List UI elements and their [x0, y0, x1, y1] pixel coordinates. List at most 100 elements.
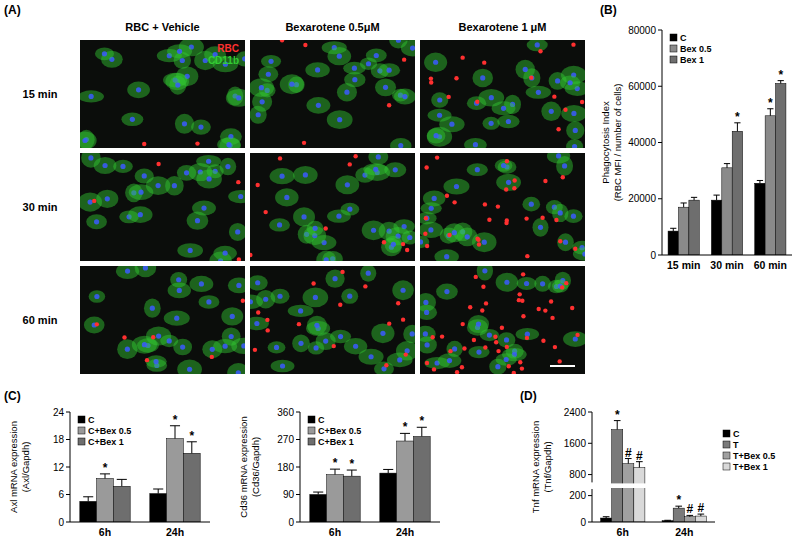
- cell-body: [360, 266, 376, 282]
- bar: [397, 441, 414, 522]
- y-tick-label: 18: [53, 434, 65, 445]
- error-stem: [617, 421, 618, 430]
- rbc-dot: [472, 338, 476, 342]
- legend-swatch: [78, 438, 85, 445]
- y-axis-line: [592, 412, 593, 482]
- nucleus: [230, 314, 235, 319]
- error-bar: [383, 469, 393, 473]
- rbc-dot: [387, 321, 391, 325]
- nucleus: [353, 344, 358, 349]
- y-tick: [296, 467, 300, 468]
- rbc-dot: [538, 49, 542, 53]
- rbc-dot: [505, 218, 509, 222]
- x-tick-label: 24h: [675, 526, 693, 538]
- rbc-dot: [540, 216, 544, 220]
- cell-body: [229, 223, 245, 241]
- rbc-dot: [429, 76, 433, 80]
- rbc-dot: [323, 226, 327, 230]
- y-axis: 020080016002400: [564, 407, 592, 528]
- cell-body: [497, 115, 519, 129]
- rbc-dot: [512, 178, 516, 182]
- cell-body: [292, 334, 310, 352]
- nucleus: [347, 207, 352, 212]
- cell-body: [483, 117, 500, 130]
- y-axis: 090180270360: [277, 407, 300, 528]
- axis-title: (Axl/Gapdh): [20, 442, 31, 493]
- nucleus: [473, 142, 478, 147]
- legend: CBex 0.5Bex 1: [670, 33, 712, 65]
- cell-body: [427, 127, 452, 147]
- panel-label: (C): [4, 389, 21, 403]
- significance-mark: *: [103, 461, 108, 475]
- cell-body: [364, 164, 390, 181]
- nucleus: [256, 112, 261, 117]
- nucleus: [536, 90, 541, 95]
- cell-body: [401, 40, 415, 56]
- rbc-dot: [580, 100, 584, 104]
- nucleus: [433, 60, 438, 65]
- rbc-dot: [448, 349, 452, 353]
- nucleus: [529, 202, 534, 207]
- rbc-dot: [265, 328, 269, 332]
- nucleus: [562, 163, 567, 168]
- y-tick-label: 12: [53, 462, 65, 473]
- rbc-dot: [500, 326, 504, 330]
- cell-body: [175, 114, 194, 134]
- nucleus: [313, 295, 318, 300]
- rbc-dot: [553, 345, 557, 349]
- y-tick: [588, 474, 592, 475]
- rbc-dot: [517, 292, 521, 296]
- cell-body: [557, 233, 574, 251]
- axis-title: (RBC MFI / number of cells): [612, 84, 623, 202]
- cell-body: [341, 203, 360, 216]
- nucleus: [332, 276, 337, 281]
- legend-swatch: [723, 463, 730, 470]
- nucleus: [277, 294, 282, 299]
- nucleus: [314, 323, 319, 328]
- rbc-dot: [496, 349, 500, 353]
- nucleus: [345, 182, 350, 187]
- cell-body: [420, 305, 437, 320]
- cell-body: [261, 55, 281, 68]
- nucleus: [480, 75, 485, 80]
- cell-body: [221, 307, 243, 325]
- rbc-dot: [462, 346, 466, 350]
- rbc-dot: [332, 344, 336, 348]
- cell-body: [307, 316, 327, 335]
- y-tick-label: 200: [569, 490, 586, 501]
- cell-body: [375, 78, 396, 96]
- nucleus: [380, 331, 385, 336]
- rbc-dot: [195, 141, 199, 145]
- significance-mark: #: [636, 449, 643, 463]
- y-tick: [658, 142, 662, 143]
- nucleus: [366, 61, 371, 66]
- error-bar: [313, 492, 323, 494]
- bar: [343, 476, 360, 522]
- cell-body: [368, 153, 388, 165]
- error-bar: [603, 517, 610, 518]
- nucleus: [338, 334, 343, 339]
- nucleus: [387, 68, 392, 73]
- micrograph: [250, 40, 415, 148]
- nucleus: [284, 195, 289, 200]
- y-tick: [66, 522, 70, 523]
- cell-body: [327, 110, 353, 129]
- nucleus: [568, 80, 573, 85]
- error-cap: [670, 228, 676, 229]
- cell-body: [468, 346, 489, 358]
- bar: [601, 518, 612, 522]
- nucleus: [303, 172, 308, 177]
- nucleus: [563, 240, 568, 245]
- cell-body: [325, 270, 344, 288]
- nucleus: [420, 239, 423, 244]
- nucleus: [136, 87, 141, 92]
- bar: [711, 200, 721, 255]
- nucleus: [236, 95, 241, 100]
- plot-area: [601, 421, 707, 522]
- error-bar: [117, 479, 127, 486]
- cell-body: [270, 168, 295, 184]
- cell-body: [496, 273, 519, 292]
- plot-area: [80, 426, 200, 522]
- x-tick-label: 6h: [617, 526, 629, 538]
- rbc-dot: [554, 218, 558, 222]
